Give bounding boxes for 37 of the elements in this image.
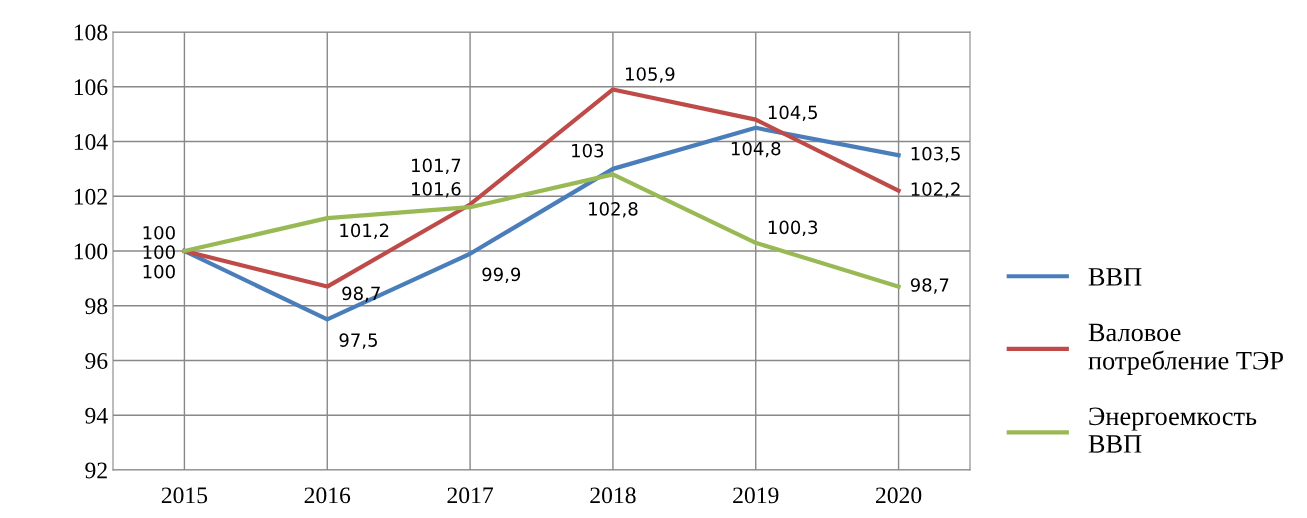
data-label: 97,5 bbox=[339, 333, 377, 349]
legend-label: Энергоемкость ВВП bbox=[1088, 407, 1257, 453]
y-tick-label: 92 bbox=[85, 462, 107, 479]
y-tick-label: 106 bbox=[74, 79, 108, 96]
data-label: 102,8 bbox=[589, 202, 638, 218]
y-tick-label: 108 bbox=[74, 24, 108, 41]
x-tick-label: 2018 bbox=[590, 487, 636, 504]
x-tick-label: 2019 bbox=[733, 487, 779, 504]
data-label: 100 bbox=[143, 225, 175, 240]
data-label: 102,2 bbox=[911, 182, 960, 198]
line-series bbox=[182, 125, 901, 322]
legend-label: Валовое потребление ТЭР bbox=[1088, 323, 1283, 375]
data-label: 104,8 bbox=[731, 141, 781, 158]
data-label: 101,2 bbox=[340, 223, 389, 240]
y-tick-label: 96 bbox=[85, 353, 108, 369]
x-tick-label: 2017 bbox=[447, 487, 494, 504]
data-label: 105,9 bbox=[626, 67, 675, 83]
y-tick-label: 102 bbox=[74, 188, 107, 205]
legend-label: ВВП bbox=[1088, 268, 1142, 286]
x-tick-label: 2020 bbox=[876, 487, 922, 504]
data-label: 103,5 bbox=[911, 146, 960, 163]
x-tick-label: 2015 bbox=[161, 487, 208, 504]
y-tick-label: 94 bbox=[85, 407, 108, 424]
data-label: 101,7 bbox=[412, 158, 461, 175]
data-label: 98,7 bbox=[342, 286, 380, 302]
data-label: 103 bbox=[572, 143, 604, 158]
y-tick-label: 100 bbox=[74, 243, 108, 260]
data-label: 98,7 bbox=[910, 278, 949, 294]
x-tick-label: 2016 bbox=[304, 487, 351, 504]
data-label: 99,9 bbox=[482, 267, 521, 284]
data-label: 100 bbox=[143, 264, 175, 279]
data-label: 100,3 bbox=[768, 220, 818, 236]
y-tick-label: 104 bbox=[74, 133, 108, 150]
data-label: 104,5 bbox=[768, 105, 817, 121]
data-label: 100 bbox=[143, 245, 175, 260]
data-label: 101,6 bbox=[412, 182, 461, 198]
y-tick-label: 98 bbox=[85, 298, 108, 315]
